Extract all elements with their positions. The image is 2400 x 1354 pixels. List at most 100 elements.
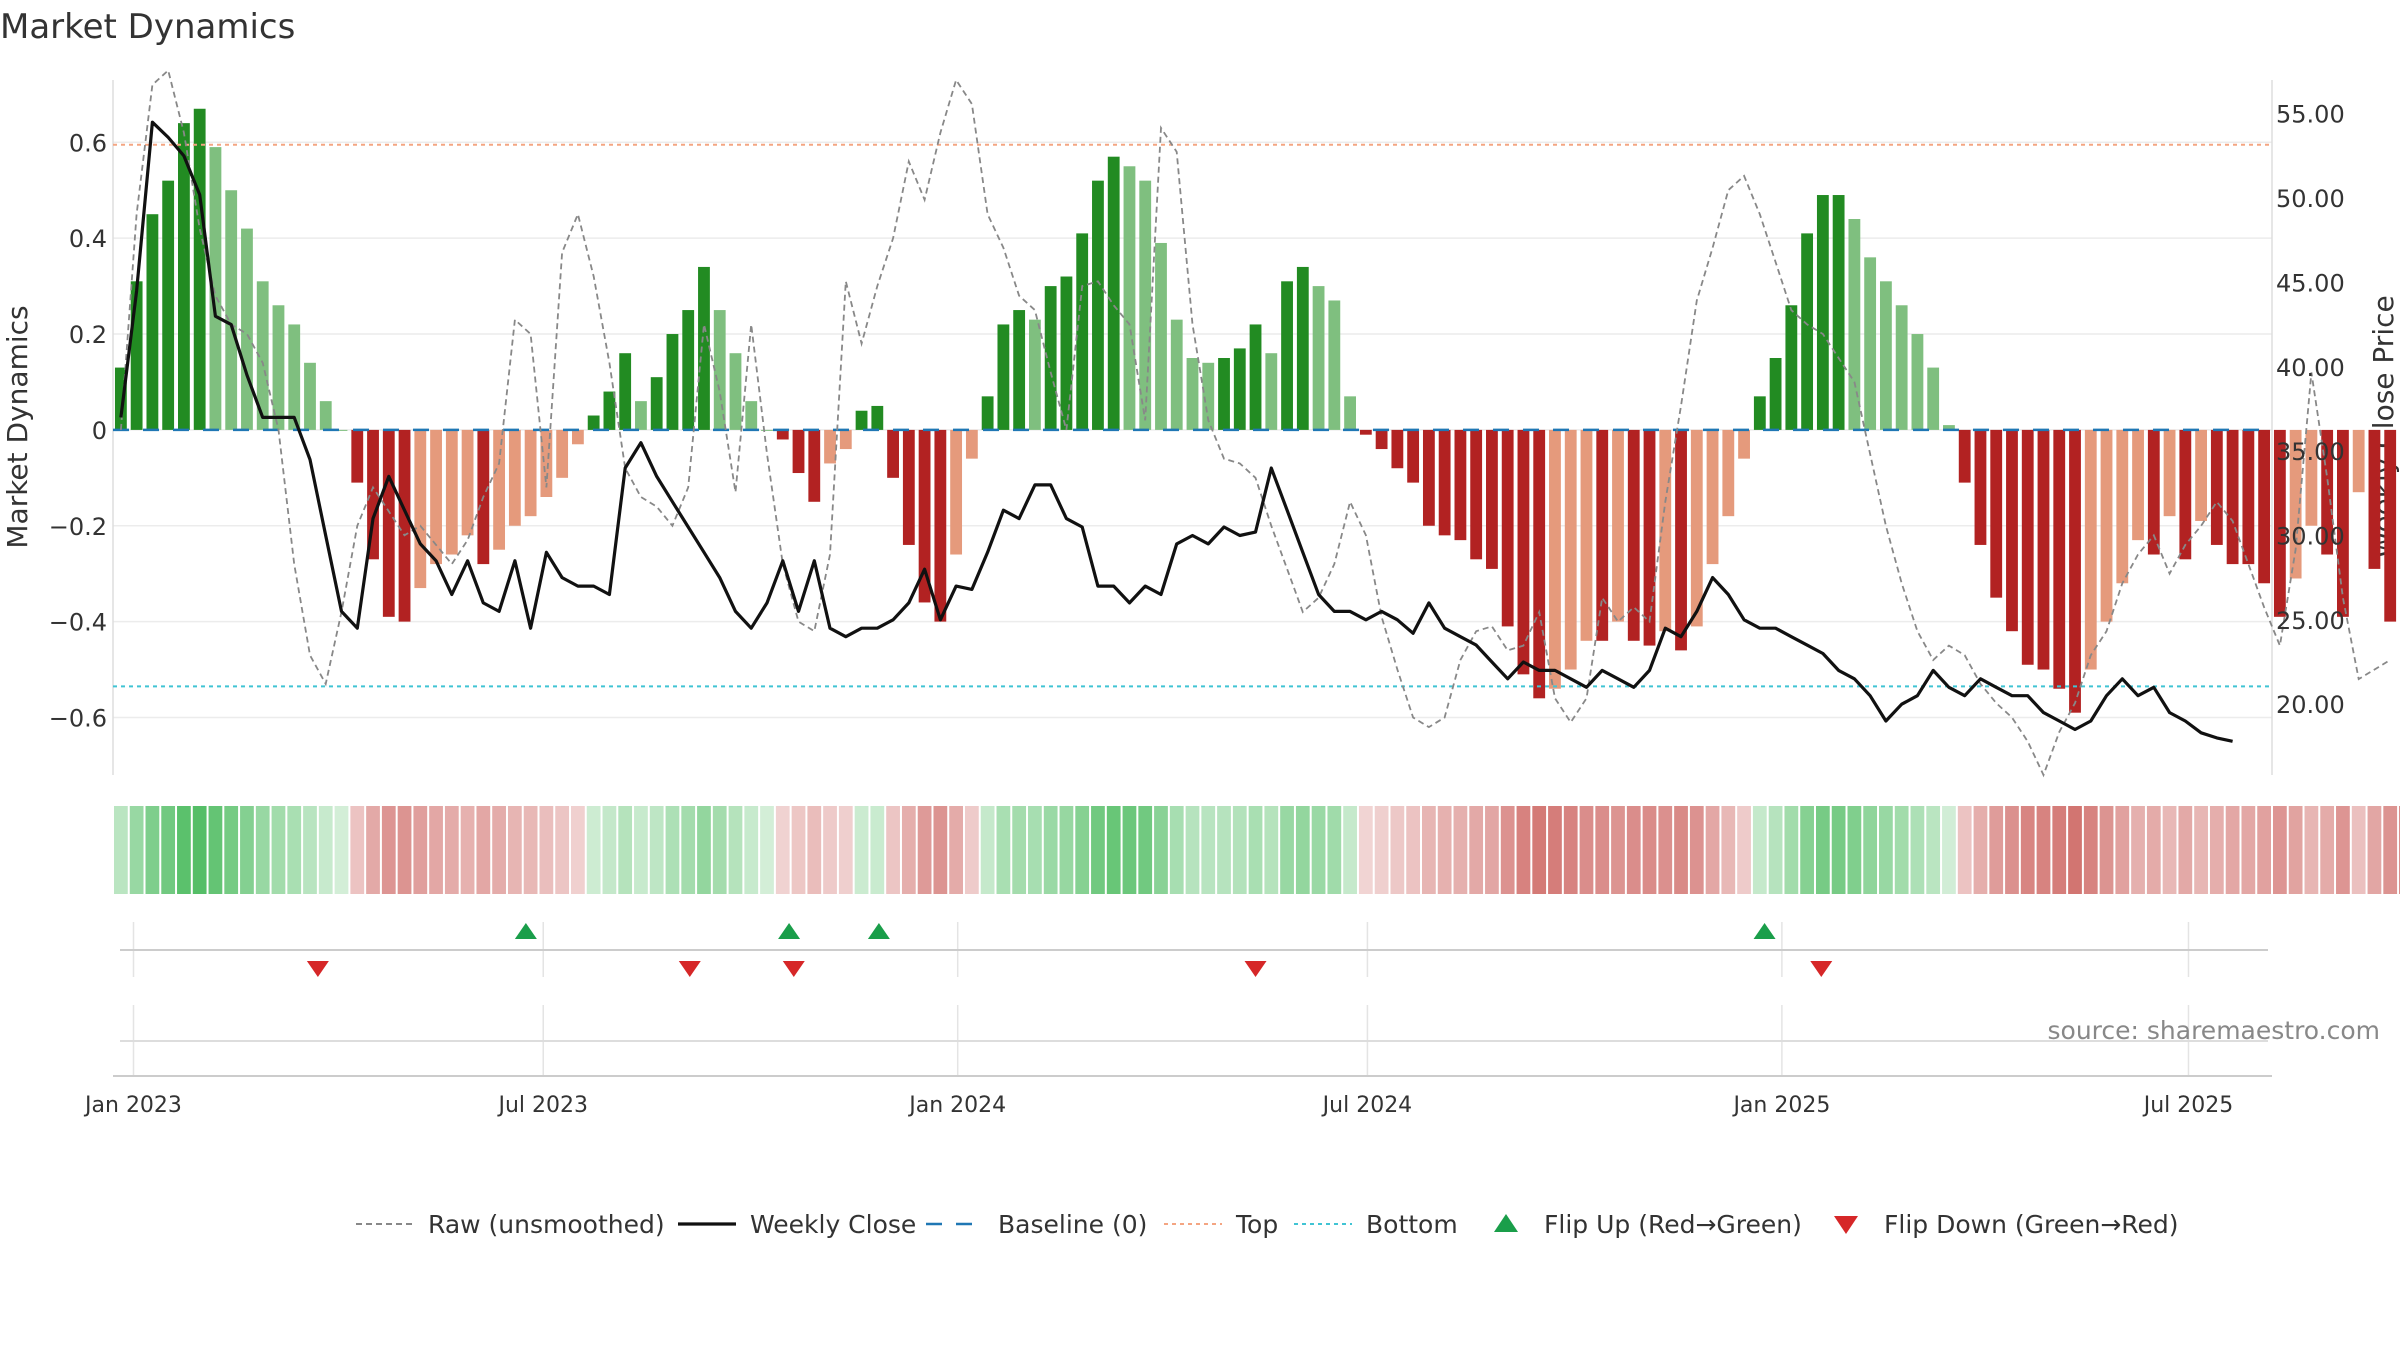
dynamics-bar — [635, 401, 647, 430]
dynamics-bar — [2337, 429, 2349, 617]
dynamics-bar — [2258, 429, 2271, 584]
dynamics-bar — [146, 214, 159, 430]
strip-cell — [697, 806, 711, 894]
strip-cell — [460, 806, 475, 894]
strip-cell — [177, 806, 191, 894]
dynamics-bar — [650, 377, 663, 430]
dynamics-bar — [241, 228, 253, 430]
strip-cell — [964, 806, 979, 894]
y-tick-label: 0.6 — [69, 129, 107, 157]
dynamics-bar — [1265, 353, 1278, 430]
legend: Raw (unsmoothed) Weekly Close Baseline (0)… — [356, 1210, 2179, 1239]
dynamics-bar — [1375, 429, 1388, 450]
legend-label: Bottom — [1366, 1210, 1458, 1239]
flip-down-marker — [306, 961, 329, 977]
y-axis-label: Market Dynamics — [1, 305, 34, 548]
strip-cell — [2178, 806, 2193, 894]
chart-title: Market Dynamics — [0, 7, 295, 47]
strip-cell — [1028, 806, 1042, 894]
strip-cell — [224, 806, 239, 894]
strip-cell — [1138, 806, 1153, 894]
dynamics-bar — [2384, 429, 2397, 622]
strip-cell — [1658, 806, 1673, 894]
dynamics-bar — [1848, 219, 1861, 430]
strip-cell — [886, 806, 900, 894]
dynamics-bar — [997, 324, 1010, 430]
strip-cell — [1406, 806, 1421, 894]
dynamics-bar — [272, 305, 285, 430]
strip-cell — [240, 806, 254, 894]
strip-cell — [161, 806, 176, 894]
strip-cell — [1831, 806, 1846, 894]
dynamics-bar — [1296, 266, 1309, 430]
strip-cell — [1689, 806, 1704, 894]
dynamics-bar — [1044, 286, 1057, 430]
strip-cell — [1910, 806, 1925, 894]
strip-cell — [1358, 806, 1373, 894]
strip-cell — [145, 806, 160, 894]
dynamics-bar — [981, 396, 994, 430]
dynamics-bar — [382, 429, 395, 617]
y-axis-ticks: 0.6 0.4 0.2 0 −0.2 −0.4 −0.6 — [49, 129, 107, 732]
dynamics-bar — [1344, 396, 1357, 430]
dynamics-bar — [367, 429, 379, 560]
dynamics-bar — [335, 429, 348, 431]
dynamics-bar — [2132, 429, 2144, 541]
dynamics-bar — [808, 429, 821, 502]
dynamics-bar — [698, 266, 710, 430]
dynamics-bar — [319, 401, 332, 430]
strip-cell — [665, 806, 680, 894]
dynamics-bar — [1580, 429, 1593, 641]
dynamics-bar — [1769, 358, 1782, 430]
flip-down-marker — [678, 961, 701, 977]
strip-cell — [2068, 806, 2082, 894]
strip-cell — [1327, 806, 1342, 894]
strip-cell — [1973, 806, 1988, 894]
strip-cell — [1942, 806, 1956, 894]
strip-cell — [381, 806, 396, 894]
strip-cell — [1217, 806, 1231, 894]
flip-markers — [306, 923, 1833, 977]
strip-cell — [1737, 806, 1751, 894]
dynamics-bar — [1738, 429, 1750, 459]
strip-cell — [1453, 806, 1468, 894]
strip-cell — [1500, 806, 1515, 894]
dynamics-bar — [1281, 281, 1293, 430]
strip-cell — [791, 806, 806, 894]
dynamics-bar — [2273, 429, 2286, 617]
strip-cell — [1642, 806, 1657, 894]
y2-tick-label: 35.00 — [2276, 438, 2345, 466]
strip-cell — [350, 806, 365, 894]
strip-cell — [571, 806, 585, 894]
dynamics-bar — [162, 180, 175, 430]
strip-cell — [980, 806, 995, 894]
strip-cell — [1815, 806, 1830, 894]
dynamics-bar — [430, 429, 442, 565]
strip-cell — [1847, 806, 1862, 894]
legend-label: Flip Up (Red→Green) — [1544, 1210, 1802, 1239]
dynamics-bar — [461, 429, 474, 536]
strip-cell — [2367, 806, 2382, 894]
strip-cell — [1863, 806, 1878, 894]
dynamics-bar — [965, 429, 978, 459]
strip-cell — [1154, 806, 1168, 894]
dynamics-bar — [256, 281, 269, 430]
strip-cell — [2115, 806, 2130, 894]
strip-cell — [1768, 806, 1783, 894]
strip-cell — [1295, 806, 1310, 894]
y2-tick-label: 55.00 — [2276, 101, 2345, 129]
dynamics-bar — [871, 405, 884, 430]
y2-tick-label: 20.00 — [2276, 691, 2345, 719]
dynamics-bar — [824, 429, 836, 464]
strip-cell — [1075, 806, 1090, 894]
dynamics-bar — [729, 353, 742, 430]
dynamics-bar — [2210, 429, 2223, 545]
strip-cell — [2131, 806, 2145, 894]
strip-cell — [2083, 806, 2098, 894]
strip-cell — [523, 806, 538, 894]
strip-cell — [649, 806, 664, 894]
strip-cell — [318, 806, 333, 894]
dynamics-bar — [682, 310, 695, 430]
strip-cell — [1185, 806, 1200, 894]
strip-cell — [1390, 806, 1405, 894]
